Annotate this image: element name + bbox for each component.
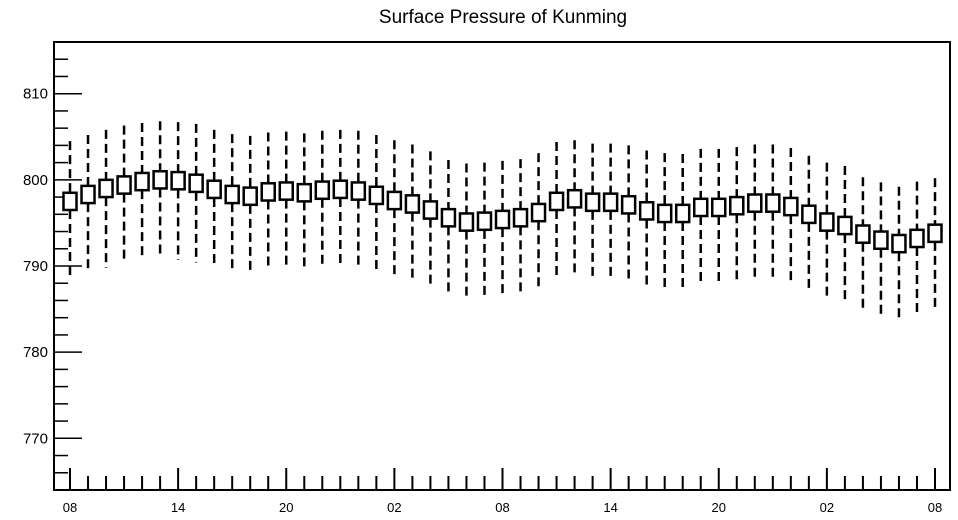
box-mark (152, 169, 168, 190)
box-mark (548, 191, 565, 212)
box-mark (747, 193, 763, 213)
box-mark (260, 182, 276, 202)
x-tick-label: 14 (171, 500, 185, 515)
box-mark (332, 179, 349, 200)
box-mark (476, 211, 493, 232)
whiskers-layer (68, 121, 937, 322)
x-tick-label: 08 (495, 500, 509, 515)
box-mark (368, 185, 385, 206)
box-mark (801, 204, 817, 225)
y-tick-label: 810 (23, 86, 48, 103)
box-mark (494, 209, 511, 230)
box-mark (530, 202, 547, 223)
x-tick-label: 14 (603, 500, 617, 515)
box-mark (278, 181, 294, 201)
box-mark (891, 233, 907, 254)
box-mark (98, 178, 114, 199)
y-tick-label: 770 (23, 430, 48, 447)
box-mark (512, 207, 529, 228)
box-mark (422, 200, 439, 220)
box-mark (765, 193, 781, 213)
box-mark (458, 212, 475, 232)
box-mark (440, 207, 457, 228)
box-mark (296, 182, 313, 203)
chart-title: Surface Pressure of Kunming (379, 7, 627, 28)
box-mark (350, 181, 367, 201)
box-mark (188, 173, 204, 194)
box-mark (692, 197, 709, 218)
box-mark (638, 200, 655, 221)
box-mark (729, 195, 745, 216)
box-mark (170, 170, 186, 191)
x-tick-label: 02 (387, 500, 401, 515)
box-mark (206, 179, 222, 200)
box-mark (404, 194, 421, 214)
box-mark (873, 230, 889, 251)
box-mark (656, 203, 673, 224)
x-tick-label: 20 (712, 500, 726, 515)
box-mark (783, 196, 799, 217)
y-tick-label: 800 (23, 172, 48, 189)
box-mark (242, 186, 258, 207)
box-mark (674, 203, 691, 224)
box-mark (314, 180, 331, 201)
box-mark (620, 194, 637, 215)
y-tick-label: 780 (23, 344, 48, 361)
box-mark (116, 175, 132, 195)
box-mark (837, 215, 853, 236)
x-tick-label: 20 (279, 500, 293, 515)
box-mark (80, 184, 96, 205)
box-mark (855, 224, 871, 244)
box-mark (386, 190, 403, 211)
y-tick-label: 790 (23, 258, 48, 275)
box-mark (711, 197, 727, 218)
x-tick-label: 08 (928, 500, 942, 515)
box-mark (134, 171, 150, 192)
box-mark (566, 188, 583, 209)
plot-frame (53, 41, 951, 491)
x-tick-label: 02 (820, 500, 834, 515)
box-mark (602, 192, 619, 213)
box-mark (909, 228, 925, 249)
box-mark (819, 212, 835, 232)
y-axis: 770 780 790 800 810 (23, 58, 82, 474)
box-mark (224, 184, 240, 205)
box-mark (62, 191, 78, 212)
x-axis: 08 14 20 02 08 14 20 02 08 (63, 468, 942, 515)
boxes-layer (62, 169, 943, 254)
box-mark (927, 223, 943, 244)
box-mark (584, 192, 601, 213)
x-tick-label: 08 (63, 500, 77, 515)
